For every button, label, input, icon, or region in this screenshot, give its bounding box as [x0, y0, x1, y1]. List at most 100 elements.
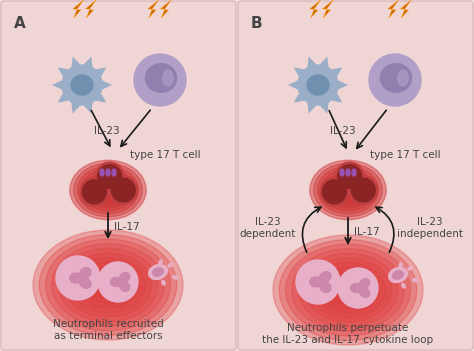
Polygon shape: [101, 80, 112, 90]
Polygon shape: [319, 102, 328, 113]
Ellipse shape: [71, 258, 146, 312]
Polygon shape: [85, 0, 96, 18]
Ellipse shape: [119, 282, 130, 291]
Ellipse shape: [70, 160, 146, 220]
Circle shape: [349, 176, 378, 205]
Ellipse shape: [392, 271, 403, 279]
FancyBboxPatch shape: [1, 1, 236, 350]
Ellipse shape: [413, 279, 418, 282]
FancyArrowPatch shape: [302, 207, 321, 252]
Text: Neutrophils perpetuate
the IL-23 and IL-17 cytokine loop: Neutrophils perpetuate the IL-23 and IL-…: [263, 323, 434, 345]
Ellipse shape: [319, 282, 331, 292]
Ellipse shape: [337, 181, 359, 199]
Ellipse shape: [321, 169, 375, 211]
Ellipse shape: [350, 284, 362, 292]
Ellipse shape: [64, 253, 152, 317]
Circle shape: [338, 268, 378, 308]
Ellipse shape: [310, 263, 385, 318]
Ellipse shape: [97, 181, 119, 199]
Ellipse shape: [359, 288, 370, 297]
Ellipse shape: [39, 234, 177, 336]
Ellipse shape: [46, 239, 171, 331]
Ellipse shape: [389, 267, 407, 283]
Polygon shape: [71, 57, 81, 68]
Polygon shape: [307, 57, 317, 68]
Polygon shape: [319, 57, 328, 68]
Ellipse shape: [401, 283, 405, 288]
Polygon shape: [310, 0, 320, 18]
Ellipse shape: [71, 75, 93, 95]
Ellipse shape: [307, 75, 329, 95]
Ellipse shape: [323, 272, 373, 308]
Ellipse shape: [310, 160, 386, 220]
Text: type 17 T cell: type 17 T cell: [370, 150, 441, 160]
Text: A: A: [14, 16, 26, 31]
Circle shape: [56, 256, 100, 300]
Ellipse shape: [340, 169, 344, 176]
Circle shape: [351, 178, 375, 202]
Text: IL-23
dependent: IL-23 dependent: [240, 217, 296, 239]
Polygon shape: [337, 80, 348, 90]
Ellipse shape: [279, 240, 417, 340]
Circle shape: [322, 180, 346, 204]
Polygon shape: [58, 92, 69, 102]
Circle shape: [296, 260, 340, 304]
Circle shape: [338, 165, 362, 188]
Polygon shape: [160, 0, 171, 18]
Circle shape: [335, 162, 364, 191]
Ellipse shape: [318, 166, 379, 214]
Ellipse shape: [319, 272, 331, 282]
Polygon shape: [95, 67, 106, 78]
Ellipse shape: [73, 163, 142, 217]
Ellipse shape: [162, 280, 165, 285]
Ellipse shape: [273, 235, 423, 345]
Text: Neutrophils recruited
as terminal effectors: Neutrophils recruited as terminal effect…: [53, 319, 164, 341]
Ellipse shape: [119, 273, 130, 282]
Ellipse shape: [153, 268, 164, 276]
Ellipse shape: [292, 249, 404, 331]
Ellipse shape: [146, 64, 177, 92]
Ellipse shape: [163, 70, 173, 86]
Polygon shape: [148, 0, 159, 18]
Ellipse shape: [80, 268, 91, 278]
Polygon shape: [83, 57, 93, 68]
Text: IL-23: IL-23: [330, 126, 356, 136]
Ellipse shape: [298, 253, 398, 327]
Ellipse shape: [70, 273, 82, 283]
FancyBboxPatch shape: [238, 1, 473, 350]
Polygon shape: [95, 92, 106, 102]
Ellipse shape: [399, 263, 402, 268]
Ellipse shape: [33, 230, 183, 340]
Text: IL-23
independent: IL-23 independent: [397, 217, 463, 239]
Ellipse shape: [100, 169, 104, 176]
Ellipse shape: [314, 163, 383, 217]
Circle shape: [98, 262, 138, 302]
Ellipse shape: [173, 276, 178, 279]
Ellipse shape: [80, 278, 91, 288]
Ellipse shape: [112, 169, 116, 176]
Ellipse shape: [58, 249, 158, 322]
Polygon shape: [388, 0, 399, 18]
Circle shape: [109, 176, 138, 205]
Ellipse shape: [346, 169, 350, 176]
Ellipse shape: [77, 262, 139, 308]
Ellipse shape: [329, 175, 367, 205]
Ellipse shape: [159, 260, 162, 265]
Ellipse shape: [81, 169, 135, 211]
Ellipse shape: [285, 244, 410, 336]
Ellipse shape: [83, 267, 133, 303]
Text: B: B: [251, 16, 263, 31]
Ellipse shape: [89, 175, 127, 205]
Polygon shape: [307, 102, 317, 113]
Ellipse shape: [317, 267, 379, 313]
Circle shape: [298, 65, 338, 105]
Circle shape: [82, 180, 106, 204]
Ellipse shape: [93, 178, 123, 202]
Polygon shape: [73, 0, 83, 18]
Ellipse shape: [77, 166, 138, 214]
Ellipse shape: [52, 244, 164, 326]
Polygon shape: [294, 92, 305, 102]
Ellipse shape: [310, 277, 322, 287]
Text: type 17 T cell: type 17 T cell: [130, 150, 201, 160]
Circle shape: [80, 177, 109, 206]
